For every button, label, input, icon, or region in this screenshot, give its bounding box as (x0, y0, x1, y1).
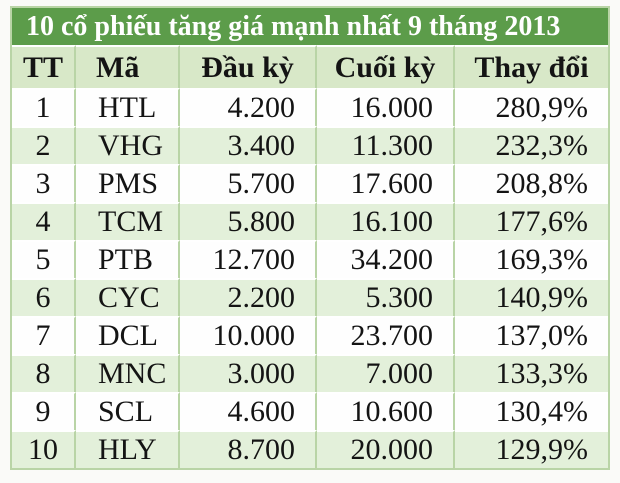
table-row: 10 HLY 8.700 20.000 129,9% (12, 430, 608, 468)
end-price-cell: 7.000 (317, 354, 455, 392)
end-price-cell: 10.600 (317, 392, 455, 430)
end-price-cell: 11.300 (317, 126, 455, 164)
start-price-cell: 5.800 (180, 202, 317, 240)
start-price-cell: 12.700 (180, 240, 317, 278)
table-row: 1 HTL 4.200 16.000 280,9% (12, 88, 608, 126)
change-cell: 208,8% (455, 164, 608, 202)
stock-gainers-table: 10 cổ phiếu tăng giá mạnh nhất 9 tháng 2… (10, 6, 610, 470)
change-cell: 232,3% (455, 126, 608, 164)
ticker-cell: PTB (76, 240, 180, 278)
end-price-cell: 23.700 (317, 316, 455, 354)
column-header-ma: Mã (76, 45, 180, 88)
rank-cell: 7 (12, 316, 76, 354)
end-price-cell: 34.200 (317, 240, 455, 278)
end-price-cell: 16.100 (317, 202, 455, 240)
end-price-cell: 16.000 (317, 88, 455, 126)
table-row: 8 MNC 3.000 7.000 133,3% (12, 354, 608, 392)
ticker-cell: PMS (76, 164, 180, 202)
column-header-cuoi-ky: Cuối kỳ (317, 45, 455, 88)
start-price-cell: 2.200 (180, 278, 317, 316)
ticker-cell: VHG (76, 126, 180, 164)
column-header-thay-doi: Thay đổi (455, 45, 608, 88)
table-row: 3 PMS 5.700 17.600 208,8% (12, 164, 608, 202)
change-cell: 177,6% (455, 202, 608, 240)
change-cell: 137,0% (455, 316, 608, 354)
ticker-cell: MNC (76, 354, 180, 392)
column-header-tt: TT (12, 45, 76, 88)
start-price-cell: 10.000 (180, 316, 317, 354)
table-row: 4 TCM 5.800 16.100 177,6% (12, 202, 608, 240)
rank-cell: 4 (12, 202, 76, 240)
end-price-cell: 5.300 (317, 278, 455, 316)
rank-cell: 6 (12, 278, 76, 316)
ticker-cell: TCM (76, 202, 180, 240)
start-price-cell: 4.600 (180, 392, 317, 430)
change-cell: 129,9% (455, 430, 608, 468)
table-row: 9 SCL 4.600 10.600 130,4% (12, 392, 608, 430)
ticker-cell: DCL (76, 316, 180, 354)
rank-cell: 5 (12, 240, 76, 278)
change-cell: 130,4% (455, 392, 608, 430)
change-cell: 169,3% (455, 240, 608, 278)
ticker-cell: HTL (76, 88, 180, 126)
ticker-cell: CYC (76, 278, 180, 316)
ticker-cell: HLY (76, 430, 180, 468)
end-price-cell: 17.600 (317, 164, 455, 202)
table-row: 7 DCL 10.000 23.700 137,0% (12, 316, 608, 354)
rank-cell: 2 (12, 126, 76, 164)
header-row: TT Mã Đầu kỳ Cuối kỳ Thay đổi (12, 45, 608, 88)
change-cell: 140,9% (455, 278, 608, 316)
table-row: 2 VHG 3.400 11.300 232,3% (12, 126, 608, 164)
rank-cell: 8 (12, 354, 76, 392)
rank-cell: 10 (12, 430, 76, 468)
column-header-dau-ky: Đầu kỳ (180, 45, 317, 88)
start-price-cell: 8.700 (180, 430, 317, 468)
start-price-cell: 3.000 (180, 354, 317, 392)
start-price-cell: 3.400 (180, 126, 317, 164)
rank-cell: 9 (12, 392, 76, 430)
start-price-cell: 5.700 (180, 164, 317, 202)
table-row: 6 CYC 2.200 5.300 140,9% (12, 278, 608, 316)
ticker-cell: SCL (76, 392, 180, 430)
data-table: TT Mã Đầu kỳ Cuối kỳ Thay đổi 1 HTL 4.20… (12, 45, 608, 468)
rank-cell: 3 (12, 164, 76, 202)
change-cell: 280,9% (455, 88, 608, 126)
end-price-cell: 20.000 (317, 430, 455, 468)
table-title: 10 cổ phiếu tăng giá mạnh nhất 9 tháng 2… (12, 8, 608, 45)
rank-cell: 1 (12, 88, 76, 126)
start-price-cell: 4.200 (180, 88, 317, 126)
table-row: 5 PTB 12.700 34.200 169,3% (12, 240, 608, 278)
change-cell: 133,3% (455, 354, 608, 392)
